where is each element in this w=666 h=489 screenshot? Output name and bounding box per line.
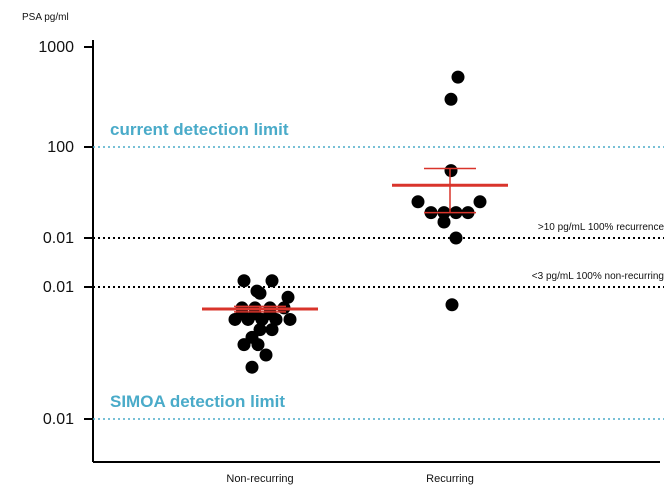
y-tick-label: 100 <box>47 139 74 156</box>
threshold-label: <3 pg/mL 100% non-recurring <box>532 271 664 282</box>
data-point <box>451 70 465 84</box>
data-points <box>228 70 487 374</box>
x-category-label: Non-recurring <box>226 473 293 485</box>
data-point <box>259 348 273 362</box>
data-point <box>449 231 463 245</box>
category-labels: Non-recurring Recurring <box>226 473 473 485</box>
data-point <box>445 298 459 312</box>
y-tick-label: 0.01 <box>43 279 74 296</box>
y-ticks: 1000 100 0.01 0.01 0.01 <box>38 39 93 428</box>
data-point <box>281 290 295 304</box>
detection-limit-label: current detection limit <box>110 120 289 139</box>
data-point <box>245 360 259 374</box>
x-category-label: Recurring <box>426 473 474 485</box>
data-point <box>253 323 267 337</box>
axes <box>92 40 660 463</box>
y-tick-label: 0.01 <box>43 411 74 428</box>
detection-limit-label: SIMOA detection limit <box>110 392 285 411</box>
y-tick-label: 1000 <box>38 39 74 56</box>
data-point <box>237 338 251 352</box>
data-point <box>444 164 458 178</box>
data-point <box>411 195 425 209</box>
threshold-label: >10 pg/mL 100% recurrence <box>538 222 665 233</box>
data-point <box>437 215 451 229</box>
y-tick-label: 0.01 <box>43 230 74 247</box>
data-point <box>250 284 264 298</box>
data-point <box>265 274 279 288</box>
data-point <box>265 323 279 337</box>
data-point <box>237 274 251 288</box>
data-point <box>251 338 265 352</box>
data-point <box>473 195 487 209</box>
mean-bars <box>202 167 508 313</box>
data-point <box>283 312 297 326</box>
y-axis-unit-label: PSA pg/ml <box>22 12 69 23</box>
reference-lines: current detection limit >10 pg/mL 100% re… <box>93 120 665 420</box>
data-point <box>444 92 458 106</box>
